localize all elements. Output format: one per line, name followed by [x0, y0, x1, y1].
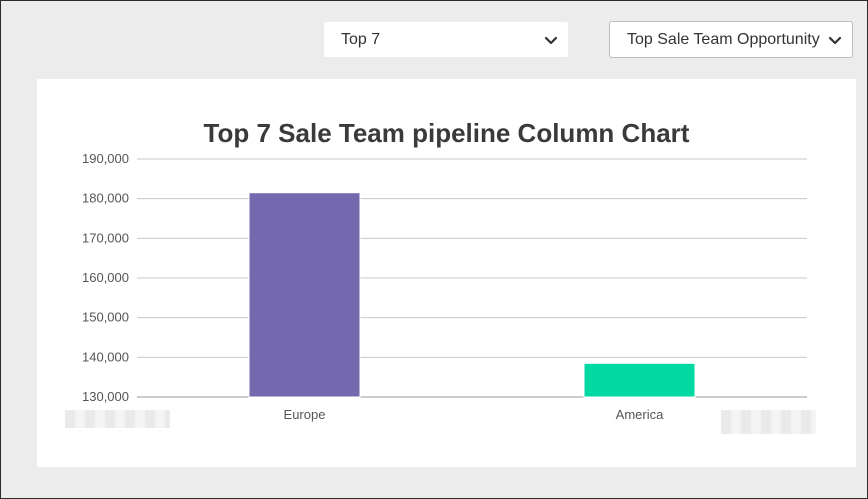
- y-tick-label: 160,000: [82, 270, 129, 285]
- bar-america[interactable]: [583, 362, 696, 398]
- chart-card: Top 7 Sale Team pipeline Column Chart 19…: [37, 79, 856, 467]
- y-tick-label: 170,000: [82, 230, 129, 245]
- y-tick-label: 140,000: [82, 349, 129, 364]
- x-category-label: America: [616, 407, 664, 422]
- x-category-label: Europe: [284, 407, 326, 422]
- y-tick-label: 150,000: [82, 310, 129, 325]
- redacted-area-right: [721, 410, 816, 434]
- y-tick-label: 190,000: [82, 151, 129, 166]
- chevron-down-icon: [828, 36, 842, 44]
- bar-europe[interactable]: [248, 192, 361, 398]
- column-chart: 190,000 180,000 170,000 160,000 150,000 140,0…: [82, 151, 807, 422]
- chart-title: Top 7 Sale Team pipeline Column Chart: [203, 118, 690, 148]
- top-n-select-value: Top 7: [341, 30, 381, 48]
- redacted-area-left: [65, 410, 170, 428]
- y-tick-label: 130,000: [82, 389, 129, 404]
- chevron-down-icon: [544, 36, 558, 44]
- metric-select[interactable]: Top Sale Team Opportunity: [609, 21, 853, 58]
- metric-select-value: Top Sale Team Opportunity: [627, 30, 820, 48]
- top-n-select[interactable]: Top 7: [323, 21, 569, 58]
- y-tick-label: 180,000: [82, 191, 129, 206]
